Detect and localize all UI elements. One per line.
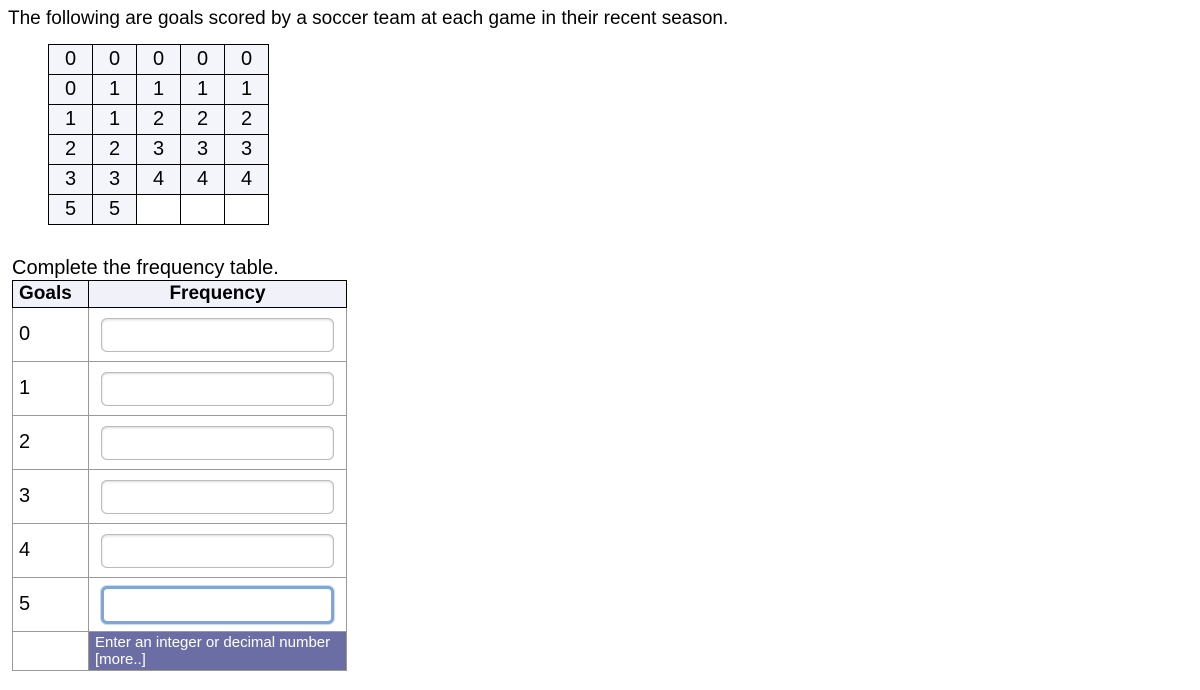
goal-value-cell: 1 (13, 362, 89, 416)
data-cell: 1 (93, 105, 137, 135)
data-cell: 0 (49, 45, 93, 75)
data-cell: 5 (49, 195, 93, 225)
data-cell: 4 (225, 165, 269, 195)
data-cell: 0 (93, 45, 137, 75)
data-cell: 2 (137, 105, 181, 135)
frequency-input[interactable] (101, 372, 334, 406)
data-cell: 4 (137, 165, 181, 195)
data-cell: 2 (93, 135, 137, 165)
data-cell: 0 (49, 75, 93, 105)
frequency-input-cell (89, 308, 347, 362)
goal-value-cell: 5 (13, 578, 89, 632)
frequency-input-cell (89, 416, 347, 470)
frequency-input[interactable] (101, 480, 334, 514)
data-cell: 1 (225, 75, 269, 105)
goal-value-cell: 0 (13, 308, 89, 362)
data-cell: 1 (181, 75, 225, 105)
hint-cell: Enter an integer or decimal number [more… (89, 632, 347, 671)
table-row: 0 (13, 308, 347, 362)
data-cell: 3 (93, 165, 137, 195)
data-cell (225, 195, 269, 225)
frequency-input-cell (89, 470, 347, 524)
data-cell: 2 (181, 105, 225, 135)
table-row: 1 (13, 362, 347, 416)
frequency-input[interactable] (101, 534, 334, 568)
data-cell: 1 (137, 75, 181, 105)
data-cell: 4 (181, 165, 225, 195)
frequency-input[interactable] (101, 318, 334, 352)
table-row: 4 (13, 524, 347, 578)
data-cell: 0 (181, 45, 225, 75)
data-cell: 3 (49, 165, 93, 195)
column-header-goals: Goals (13, 281, 89, 308)
data-cell: 5 (93, 195, 137, 225)
data-cell: 0 (137, 45, 181, 75)
data-cell: 2 (49, 135, 93, 165)
data-cell: 3 (137, 135, 181, 165)
goal-value-cell: 2 (13, 416, 89, 470)
column-header-frequency: Frequency (89, 281, 347, 308)
frequency-input-cell (89, 578, 347, 632)
goal-value-cell: 4 (13, 524, 89, 578)
table-row: 3 (13, 470, 347, 524)
data-cell: 2 (225, 105, 269, 135)
frequency-table: Goals Frequency 012345Enter an integer o… (12, 280, 347, 671)
frequency-input-cell (89, 524, 347, 578)
section-label: Complete the frequency table. (8, 257, 1192, 280)
data-cell: 1 (93, 75, 137, 105)
data-cell: 3 (181, 135, 225, 165)
data-cell: 0 (225, 45, 269, 75)
table-row: 2 (13, 416, 347, 470)
hint-row: Enter an integer or decimal number [more… (13, 632, 347, 671)
data-grid-table: 000000111111222223333344455 (48, 44, 269, 225)
frequency-input-cell (89, 362, 347, 416)
input-hint[interactable]: Enter an integer or decimal number [more… (89, 632, 346, 670)
data-cell: 1 (49, 105, 93, 135)
table-row: 5 (13, 578, 347, 632)
hint-spacer (13, 632, 89, 671)
frequency-input[interactable] (101, 586, 334, 624)
question-prompt: The following are goals scored by a socc… (8, 8, 1192, 30)
frequency-input[interactable] (101, 426, 334, 460)
goal-value-cell: 3 (13, 470, 89, 524)
data-cell: 3 (225, 135, 269, 165)
data-cell (181, 195, 225, 225)
data-cell (137, 195, 181, 225)
